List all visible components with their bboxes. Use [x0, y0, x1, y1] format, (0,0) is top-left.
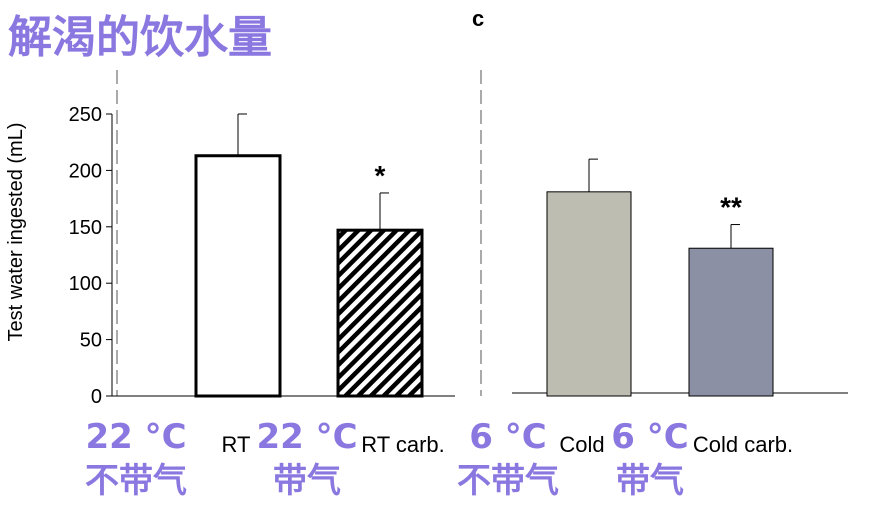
y-tick-label: 100	[69, 273, 102, 295]
y-tick-label: 150	[69, 217, 102, 239]
bars: ***	[194, 113, 774, 398]
y-tick-label: 200	[69, 160, 102, 182]
condition-carbonation: 带气	[616, 461, 684, 501]
condition-carbonation: 不带气	[85, 461, 187, 501]
y-tick-label: 0	[91, 386, 102, 408]
panel-label: c	[472, 6, 484, 31]
x-tick-label: Cold	[559, 432, 604, 457]
significance-marker: *	[375, 160, 386, 191]
bar	[336, 228, 424, 398]
y-ticks: 0 50 100 150 200 250	[69, 104, 112, 408]
significance-marker: **	[720, 192, 742, 223]
condition-temperature: 22 °C	[85, 417, 186, 457]
x-tick-label: RT	[222, 432, 251, 457]
condition-temperature: 6 °C	[611, 417, 688, 457]
x-tick-label: RT carb.	[361, 432, 445, 457]
y-axis-label: Test water ingested (mL)	[5, 123, 27, 342]
bar	[194, 154, 282, 398]
chart-title: 解渴的饮水量	[8, 12, 272, 63]
x-tick-labels: RT RT carb. Cold Cold carb.	[222, 432, 794, 457]
bar	[688, 247, 774, 397]
condition-carbonation: 不带气	[457, 461, 559, 501]
bar	[546, 191, 632, 397]
condition-temperature: 6 °C	[469, 417, 546, 457]
y-tick-label: 250	[69, 104, 102, 126]
condition-temperature: 22 °C	[256, 417, 357, 457]
condition-carbonation: 带气	[273, 461, 341, 501]
x-tick-label: Cold carb.	[693, 432, 793, 457]
y-tick-label: 50	[80, 330, 102, 352]
